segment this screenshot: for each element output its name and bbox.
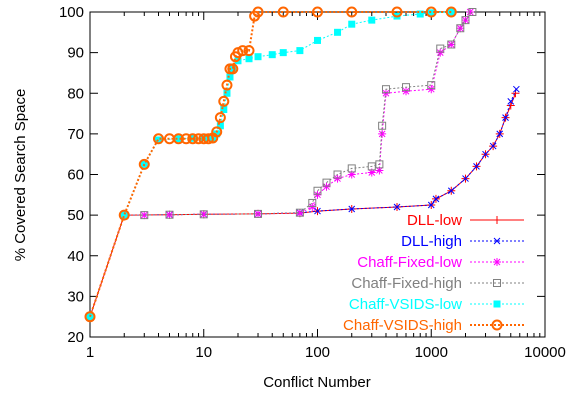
data-point [447, 41, 455, 49]
data-point [314, 37, 321, 44]
data-point [308, 203, 316, 211]
y-tick-label: 50 [67, 207, 84, 224]
data-point [296, 47, 303, 54]
data-point [334, 29, 341, 36]
data-point [402, 87, 410, 95]
y-tick-label: 60 [67, 167, 84, 184]
legend-marker [494, 301, 501, 308]
x-tick-label: 10000 [524, 344, 566, 361]
x-axis-title: Conflict Number [263, 374, 371, 391]
legend-label: Chaff-VSIDS-high [343, 317, 462, 334]
data-point [255, 53, 262, 60]
data-point [513, 86, 519, 92]
x-tick-label: 10 [195, 344, 212, 361]
data-point [323, 183, 331, 191]
legend-marker [493, 216, 501, 224]
y-tick-label: 20 [67, 329, 84, 346]
legend-marker [493, 258, 501, 266]
data-point [456, 24, 464, 32]
y-tick-label: 70 [67, 126, 84, 143]
data-point [368, 17, 375, 24]
data-point [436, 49, 444, 57]
legend-label: DLL-low [407, 212, 462, 229]
legend-label: Chaff-Fixed-low [357, 254, 462, 271]
data-point [427, 85, 435, 93]
data-point [461, 16, 469, 24]
x-tick-label: 1 [86, 344, 94, 361]
legend-label: Chaff-VSIDS-low [349, 296, 462, 313]
legend-label: Chaff-Fixed-high [351, 275, 462, 292]
y-tick-label: 40 [67, 248, 84, 265]
data-point [269, 51, 276, 58]
y-axis: 20 30 40 50 60 70 80 90 100 [59, 4, 545, 346]
x-tick-label: 100 [305, 344, 330, 361]
legend: DLL-low DLL-high Chaff-Fixed-low Chaff-Fixe… [343, 212, 524, 334]
data-point [348, 21, 355, 28]
legend-label: DLL-high [401, 233, 462, 250]
data-point [378, 130, 386, 138]
series-chaff-vsids-low [87, 9, 455, 321]
x-tick-label: 1000 [415, 344, 448, 361]
data-point [448, 9, 455, 16]
data-point [334, 175, 342, 183]
y-axis-title: % Covered Search Space [12, 89, 29, 262]
y-tick-label: 100 [59, 4, 84, 21]
y-tick-label: 90 [67, 45, 84, 62]
data-point [466, 8, 474, 16]
y-tick-label: 80 [67, 85, 84, 102]
y-tick-label: 30 [67, 288, 84, 305]
data-point [280, 49, 287, 56]
data-point [246, 55, 253, 62]
plot-frame [90, 12, 545, 337]
legend-marker [493, 321, 502, 330]
